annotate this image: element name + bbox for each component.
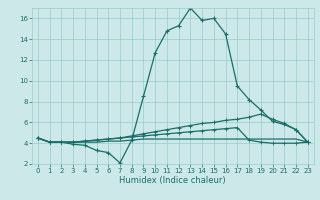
X-axis label: Humidex (Indice chaleur): Humidex (Indice chaleur): [119, 176, 226, 185]
